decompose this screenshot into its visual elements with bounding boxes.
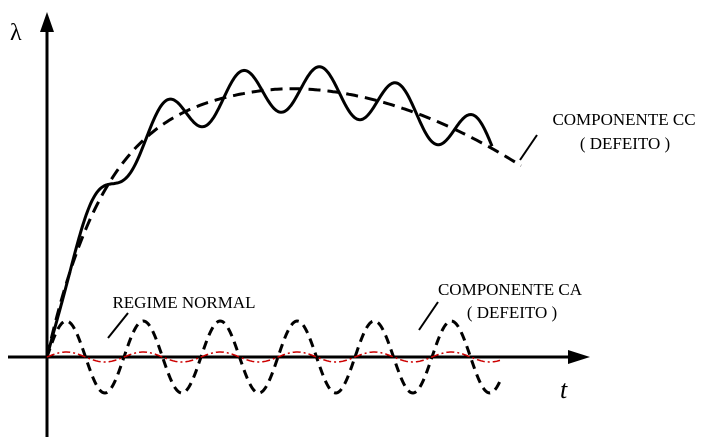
normal-regime-curve [46,351,501,363]
y-axis-symbol: λ [10,20,22,46]
ac-component-leader [418,301,439,331]
x-axis-arrowhead [568,350,590,364]
dc-component-label: COMPONENTE CC [552,110,695,129]
total-flux-curve [45,65,494,358]
normal-regime-label: REGIME NORMAL [112,293,255,312]
normal-regime-leader [107,312,129,339]
dc-component-curve [45,87,522,358]
dc-component-leader [519,134,538,161]
ac-component-sublabel: ( DEFEITO ) [467,303,557,322]
ac-component-label: COMPONENTE CA [438,280,583,299]
y-axis-arrowhead [40,12,54,32]
x-axis-symbol: t [560,375,568,404]
dc-component-sublabel: ( DEFEITO ) [580,134,670,153]
